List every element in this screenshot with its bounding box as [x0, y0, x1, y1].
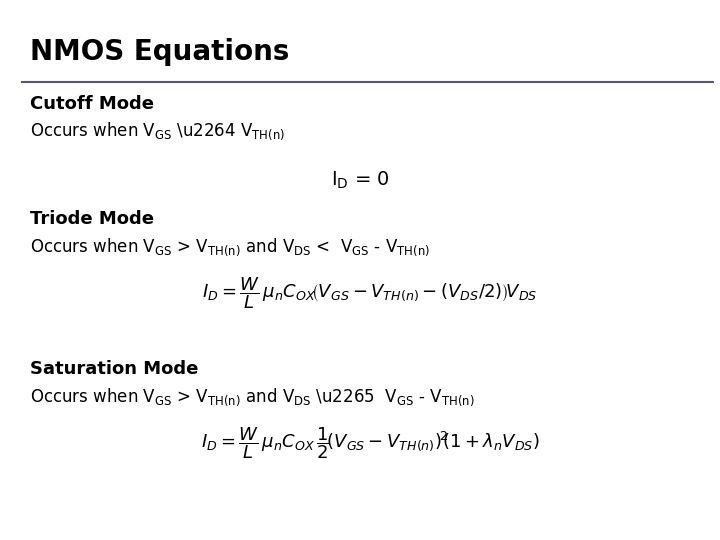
Text: Occurs when V$_{\mathregular{GS}}$ > V$_{\mathregular{TH(n)}}$ and V$_{\mathregu: Occurs when V$_{\mathregular{GS}}$ > V$_… [30, 236, 430, 258]
Text: $I_D = \dfrac{W}{L}\,\mu_n C_{OX}\!\left(V_{GS} - V_{TH(n)} - \left(V_{DS}/2\rig: $I_D = \dfrac{W}{L}\,\mu_n C_{OX}\!\left… [202, 275, 538, 310]
Text: NMOS Equations: NMOS Equations [30, 38, 289, 66]
Text: I$_{\mathregular{D}}$ = 0: I$_{\mathregular{D}}$ = 0 [330, 170, 390, 191]
Text: Cutoff Mode: Cutoff Mode [30, 95, 154, 113]
Text: Saturation Mode: Saturation Mode [30, 360, 199, 378]
Text: $I_D = \dfrac{W}{L}\,\mu_n C_{OX}\,\dfrac{1}{2}\!\left(V_{GS} - V_{TH(n)}\right): $I_D = \dfrac{W}{L}\,\mu_n C_{OX}\,\dfra… [201, 425, 539, 461]
Text: Occurs when V$_{\mathregular{GS}}$ > V$_{\mathregular{TH(n)}}$ and V$_{\mathregu: Occurs when V$_{\mathregular{GS}}$ > V$_… [30, 386, 474, 408]
Text: Occurs when V$_{\mathregular{GS}}$ \u2264 V$_{\mathregular{TH(n)}}$: Occurs when V$_{\mathregular{GS}}$ \u226… [30, 120, 285, 141]
Text: Triode Mode: Triode Mode [30, 210, 154, 228]
